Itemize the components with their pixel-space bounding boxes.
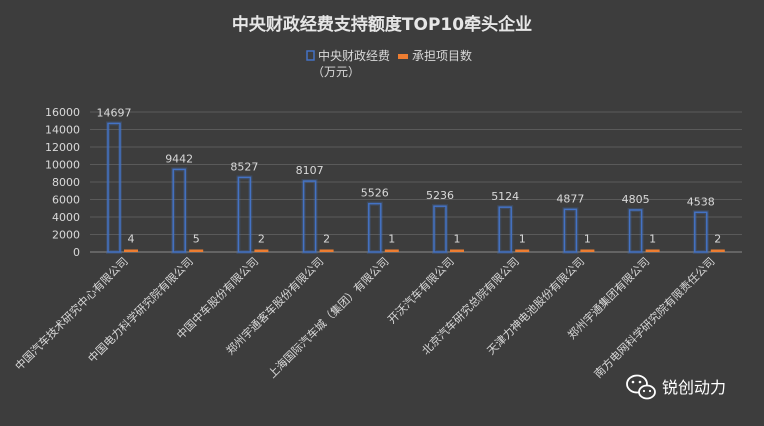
- bar-projects: [319, 249, 334, 252]
- data-label-funding: 5124: [491, 190, 519, 203]
- bar-projects: [450, 249, 464, 252]
- y-tick-label: 10000: [45, 159, 80, 172]
- data-label-projects: 2: [258, 233, 265, 246]
- data-label-projects: 1: [649, 233, 656, 246]
- bar-funding-glow: [562, 207, 579, 254]
- bar-funding-glow: [692, 210, 709, 254]
- bar-funding: [563, 208, 578, 253]
- y-tick-label: 4000: [52, 211, 80, 224]
- data-label-funding: 8527: [230, 160, 258, 173]
- bar-projects: [645, 249, 660, 252]
- watermark: 锐创动力: [626, 374, 726, 400]
- chart-title: 中央财政经费支持额度TOP10牵头企业: [232, 14, 532, 35]
- x-category-label: 中国电力科学研究院有限公司: [85, 254, 196, 365]
- bar-projects: [254, 249, 269, 252]
- bar-funding-glow: [236, 175, 253, 254]
- bar-funding: [172, 168, 186, 253]
- bar-projects: [580, 249, 595, 252]
- x-axis-labels: 中国汽车技术研究中心有限公司中国电力科学研究院有限公司中国中车股份有限公司郑州宇…: [12, 254, 718, 381]
- data-label-projects: 1: [454, 233, 461, 246]
- legend: 中央财政经费 （万元） 承担项目数: [306, 48, 472, 79]
- legend-unit-label: （万元）: [312, 65, 360, 79]
- x-category-label: 开沃汽车有限公司: [385, 254, 457, 326]
- y-tick-label: 16000: [45, 106, 80, 119]
- bar-funding: [498, 206, 512, 253]
- data-label-funding: 4805: [622, 193, 650, 206]
- data-label-projects: 1: [519, 233, 526, 246]
- data-label-funding: 8107: [296, 164, 324, 177]
- data-label-projects: 2: [323, 233, 330, 246]
- data-label-funding: 5526: [361, 187, 389, 200]
- data-label-funding: 5236: [426, 189, 454, 202]
- bar-projects: [189, 249, 204, 252]
- data-label-projects: 4: [128, 233, 135, 246]
- y-axis: 0 2000 4000 6000 8000 10000 12000 14000 16000: [45, 106, 80, 259]
- bar-funding: [107, 122, 121, 253]
- legend-swatch-projects: [398, 54, 408, 59]
- legend-swatch-funding: [306, 50, 315, 61]
- x-category-label: 中国汽车技术研究中心有限公司: [12, 254, 131, 373]
- y-tick-label: 14000: [45, 124, 80, 137]
- legend-label-projects: 承担项目数: [412, 48, 472, 63]
- y-tick-label: 2000: [52, 229, 80, 242]
- bar-funding: [694, 211, 708, 253]
- y-tick-label: 0: [73, 246, 80, 259]
- y-tick-label: 6000: [52, 194, 80, 207]
- data-label-projects: 2: [714, 233, 721, 246]
- data-label-funding: 4538: [687, 195, 715, 208]
- bar-funding: [628, 209, 643, 253]
- data-label-projects: 5: [193, 233, 200, 246]
- bar-funding-glow: [106, 121, 122, 255]
- bar-projects: [710, 249, 725, 252]
- y-tick-label: 12000: [45, 141, 80, 154]
- data-label-projects: 1: [388, 233, 395, 246]
- gridlines: [90, 111, 742, 253]
- y-tick-label: 8000: [52, 176, 80, 189]
- bar-funding-glow: [366, 201, 383, 255]
- bars: 14697 4 9442 5 8527 2 8107 2 5526 1 5236 1 5124 1 4877…: [97, 106, 725, 255]
- bar-projects: [384, 249, 399, 252]
- bar-funding-glow: [497, 205, 514, 254]
- bar-funding-glow: [432, 204, 448, 254]
- x-category-label: 南方电网科学研究院有限责任公司: [591, 254, 718, 381]
- bar-funding: [237, 176, 252, 253]
- watermark-text: 锐创动力: [662, 378, 726, 397]
- bar-funding: [368, 202, 382, 253]
- data-label-funding: 14697: [97, 106, 132, 119]
- data-label-projects: 1: [584, 233, 591, 246]
- x-category-label: 上海国际汽车城（集团）有限公司: [265, 254, 392, 381]
- bar-funding-glow: [627, 207, 644, 255]
- data-label-funding: 9442: [165, 152, 193, 165]
- data-label-funding: 4877: [556, 192, 584, 205]
- bar-funding: [302, 180, 317, 253]
- bar-projects: [124, 249, 138, 252]
- bar-funding: [433, 205, 447, 253]
- legend-label-funding: 中央财政经费: [318, 48, 390, 63]
- wechat-icon: [626, 374, 656, 400]
- bar-projects: [515, 249, 530, 252]
